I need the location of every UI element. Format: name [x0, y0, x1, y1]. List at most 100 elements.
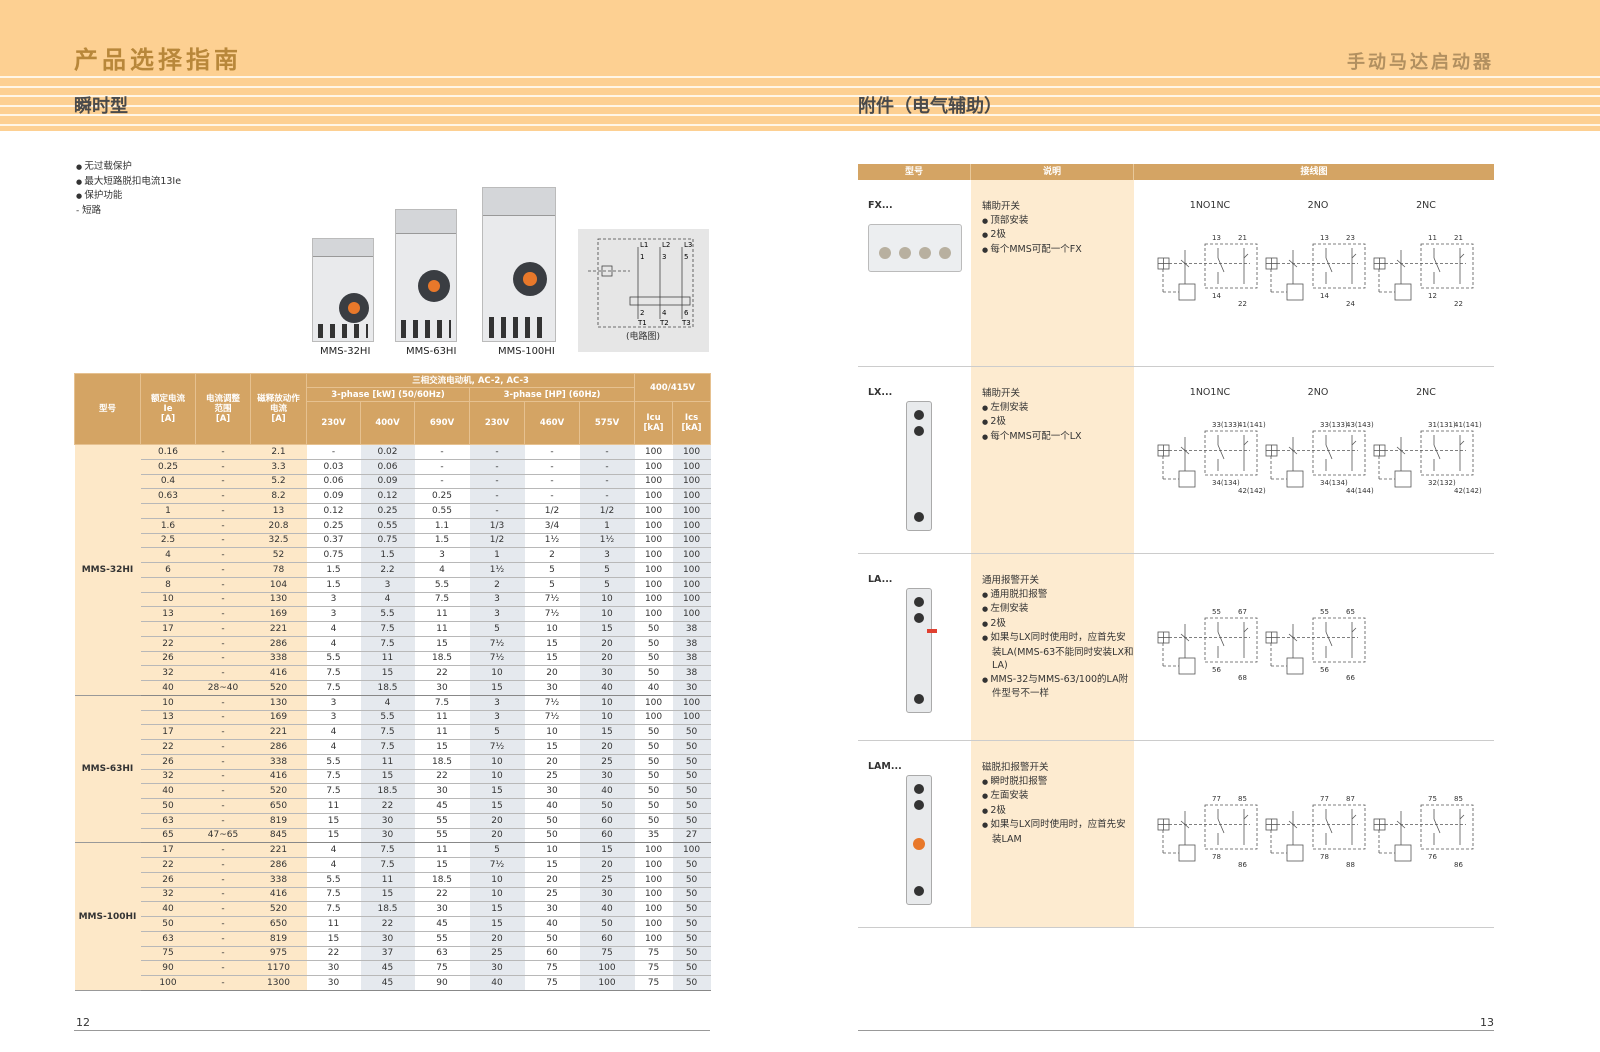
table-cell: 7.5: [306, 783, 361, 799]
table-cell: 30: [579, 887, 635, 903]
table-cell: 3: [306, 592, 361, 608]
table-cell: 52: [250, 547, 307, 563]
table-cell: 7.5: [360, 636, 415, 652]
table-cell: 100: [672, 488, 711, 504]
table-cell: 60: [524, 946, 580, 962]
wiring-diagram: 2NC 11 21 12 22: [1366, 200, 1486, 308]
table-cell: 55: [414, 931, 470, 947]
diagram-label: [1150, 574, 1270, 586]
table-cell: 15: [414, 636, 470, 652]
table-cell: 22: [140, 636, 196, 652]
terminal-label: 86: [1238, 861, 1247, 869]
table-cell: 100: [634, 518, 673, 534]
table-cell: 0.25: [140, 459, 196, 475]
table-cell: 50: [672, 724, 711, 740]
table-cell: 50: [672, 887, 711, 903]
product-image-mms32hi: [312, 238, 374, 342]
table-cell: 15: [469, 901, 525, 917]
table-cell: 650: [250, 798, 307, 814]
table-cell: 17: [140, 842, 196, 858]
table-cell: 3.3: [250, 459, 307, 475]
accessory-title: 磁脱扣报警开关: [982, 762, 1049, 773]
table-cell: -: [195, 960, 251, 976]
table-cell: 40: [524, 798, 580, 814]
accessory-bullet: 每个MMS可配一个FX: [982, 243, 1134, 258]
table-cell: 15: [469, 916, 525, 932]
table-cell: 5.5: [414, 577, 470, 593]
table-cell: 75: [524, 960, 580, 976]
line-label: L1: [640, 241, 648, 249]
table-cell: 1.5: [360, 547, 415, 563]
table-cell: 25: [469, 946, 525, 962]
table-cell: 1/2: [524, 503, 580, 519]
accessory-bullet: 每个MMS可配一个LX: [982, 430, 1134, 445]
table-cell: 10: [469, 769, 525, 785]
terminal-label: 55: [1212, 608, 1221, 616]
terminal-label: 22: [1238, 300, 1247, 308]
table-cell: 50: [672, 946, 711, 962]
diagram-label: 2NC: [1416, 387, 1436, 398]
table-cell: 100: [672, 562, 711, 578]
table-cell: 3: [306, 695, 361, 711]
accessory-image: [906, 401, 932, 531]
table-cell: 5.2: [250, 474, 307, 490]
table-cell: 3: [306, 606, 361, 622]
table-cell: 50: [634, 813, 673, 829]
table-cell: 90: [140, 960, 196, 976]
table-cell: 22: [360, 798, 415, 814]
table-cell: 3/4: [524, 518, 580, 534]
table-cell: 15: [579, 621, 635, 637]
table-cell: 4: [306, 842, 361, 858]
table-cell: 50: [634, 651, 673, 667]
circuit-diagram: L1 L2 L3 1 3 5 2 4 6 T1 T2 T3 (电路图): [578, 229, 709, 352]
table-cell: -: [195, 887, 251, 903]
table-cell: -: [195, 503, 251, 519]
table-cell: 1: [140, 503, 196, 519]
table-cell: 7.5: [306, 769, 361, 785]
table-row: 0.63-8.2 0.09 0.12 0.25- - -100 100: [75, 488, 711, 504]
header-col: 460V: [524, 401, 580, 445]
table-cell: 10: [469, 754, 525, 770]
table-cell: 20: [524, 665, 580, 681]
wiring-diagram: 75 85 76 86: [1366, 761, 1486, 869]
table-cell: -: [195, 798, 251, 814]
wiring-diagram: 2NO 33(133) 43(143) 34(134) 44(144): [1258, 387, 1378, 495]
wiring-diagram-icon: 11 21 12 22: [1373, 234, 1474, 308]
table-cell: 100: [634, 562, 673, 578]
table-cell: 10: [579, 695, 635, 711]
feature-item: 保护功能: [76, 189, 181, 204]
table-cell: 0.16: [140, 444, 196, 460]
table-cell: 7.5: [360, 621, 415, 637]
table-cell: 50: [672, 901, 711, 917]
table-cell: 11: [414, 621, 470, 637]
table-cell: 650: [250, 916, 307, 932]
table-cell: 100: [579, 960, 635, 976]
table-cell: 7½: [524, 592, 580, 608]
table-cell: -: [195, 946, 251, 962]
table-row: 4-52 0.75 1.5 3 1 2 3 100 100: [75, 547, 711, 563]
diagram-label: 1NO1NC: [1189, 200, 1231, 211]
terminal-label: 65: [1346, 608, 1355, 616]
table-cell: 20: [469, 931, 525, 947]
table-cell: 5: [524, 577, 580, 593]
table-cell: 100: [634, 931, 673, 947]
table-cell: 30: [469, 960, 525, 976]
terminal-label: 14: [1212, 292, 1221, 300]
table-cell: 15: [360, 887, 415, 903]
diagram-label: [1258, 574, 1378, 586]
table-cell: -: [195, 695, 251, 711]
header-col: 400V: [360, 401, 415, 445]
table-cell: 40: [140, 901, 196, 917]
accessory-image-fx: [868, 224, 962, 272]
table-cell: -: [195, 592, 251, 608]
table-cell: 7½: [469, 636, 525, 652]
terminal-label: 34(134): [1212, 479, 1240, 487]
table-row: 26-338 5.5 11 18.5 7½ 15 20 50 38: [75, 651, 711, 667]
table-cell: 20: [469, 828, 525, 844]
stripe: [0, 76, 1600, 78]
table-cell: 22: [414, 887, 470, 903]
table-cell: 0.09: [360, 474, 415, 490]
table-cell: 45: [414, 798, 470, 814]
table-cell: 78: [250, 562, 307, 578]
table-cell: 7½: [469, 651, 525, 667]
